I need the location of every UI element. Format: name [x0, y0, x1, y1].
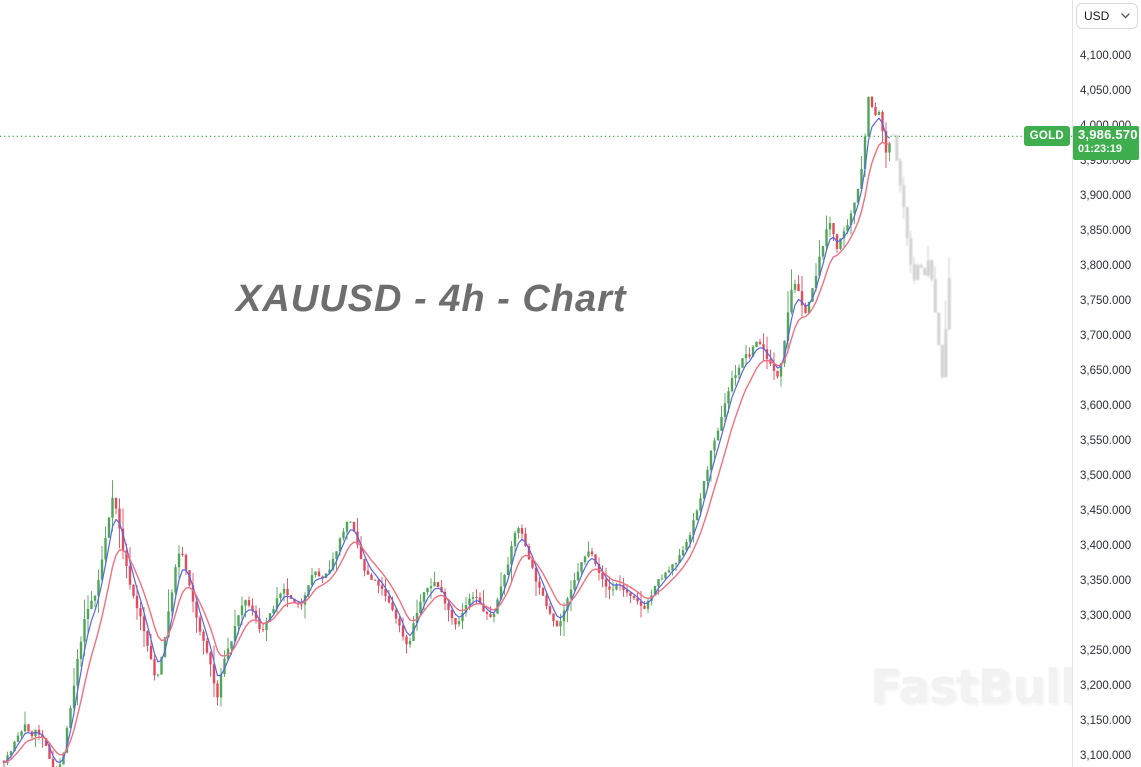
- fastbull-watermark: FastBull: [870, 660, 1076, 715]
- price-tick-label: 3,200.000: [1080, 680, 1132, 692]
- price-tick-label: 4,100.000: [1080, 50, 1132, 62]
- symbol-price-tag: GOLD: [1023, 126, 1070, 147]
- price-tick-label: 3,300.000: [1080, 610, 1132, 622]
- candlestick-chart[interactable]: [0, 0, 1072, 767]
- price-tick-label: 3,250.000: [1080, 645, 1132, 657]
- price-tick-label: 3,500.000: [1080, 470, 1132, 482]
- price-tick-label: 3,100.000: [1080, 750, 1132, 762]
- chart-title: XAUUSD - 4h - Chart: [236, 278, 627, 320]
- price-tick-label: 3,700.000: [1080, 330, 1132, 342]
- currency-dropdown[interactable]: USD: [1076, 3, 1138, 29]
- price-tick-label: 3,600.000: [1080, 400, 1132, 412]
- projection-candles-series: [891, 133, 951, 379]
- price-tick-label: 3,550.000: [1080, 435, 1132, 447]
- current-price-flag: 3,986.570 01:23:19: [1073, 125, 1139, 160]
- price-tick-label: 3,650.000: [1080, 365, 1132, 377]
- current-price-value: 3,986.570: [1078, 126, 1138, 142]
- price-tick-label: 3,900.000: [1080, 190, 1132, 202]
- price-tick-label: 3,750.000: [1080, 295, 1132, 307]
- price-tick-label: 3,450.000: [1080, 505, 1132, 517]
- price-tick-label: 3,850.000: [1080, 225, 1132, 237]
- price-tick-label: 3,350.000: [1080, 575, 1132, 587]
- chevron-down-icon: [1121, 13, 1130, 19]
- price-tick-label: 4,050.000: [1080, 85, 1132, 97]
- price-tick-label: 3,150.000: [1080, 715, 1132, 727]
- currency-dropdown-value: USD: [1084, 9, 1110, 23]
- ma-fast-line: [3, 117, 890, 764]
- price-tick-label: 3,800.000: [1080, 260, 1132, 272]
- price-tick-label: 3,400.000: [1080, 540, 1132, 552]
- candle-countdown: 01:23:19: [1078, 142, 1123, 155]
- ma-slow-line: [3, 141, 890, 764]
- price-candles-series: [2, 95, 891, 767]
- price-axis[interactable]: 4,100.0004,050.0004,000.0003,950.0003,90…: [1072, 0, 1141, 767]
- symbol-tag-label: GOLD: [1029, 130, 1064, 143]
